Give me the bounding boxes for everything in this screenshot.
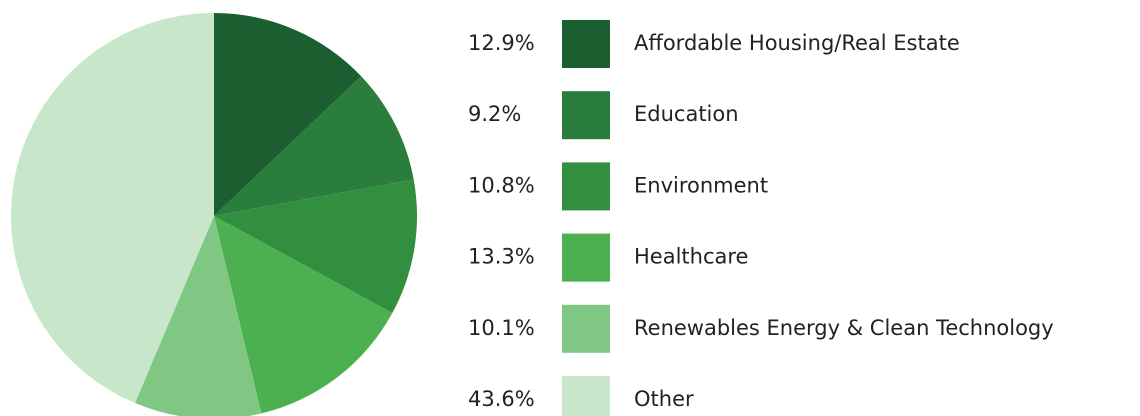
pie-slice [135, 216, 262, 416]
pie-slice [11, 13, 214, 404]
legend-swatch [562, 91, 610, 140]
pie-slice [214, 76, 414, 216]
legend-swatch [562, 233, 610, 282]
legend-label: Renewables Energy & Clean Technology [634, 316, 1054, 340]
legend-label: Other [634, 387, 694, 411]
pie-slice [214, 179, 417, 314]
legend-swatch [562, 20, 610, 68]
pie-slice [214, 216, 393, 414]
legend-label: Education [634, 102, 739, 126]
legend-swatch [562, 304, 610, 353]
legend-swatch [562, 162, 610, 211]
legend-value: 10.8% [468, 173, 535, 197]
legend-value: 13.3% [468, 245, 535, 269]
legend-value: 9.2% [468, 102, 521, 126]
legend-value: 12.9% [468, 31, 535, 55]
pie-slice [214, 13, 362, 216]
legend-value: 43.6% [468, 387, 535, 411]
legend-swatch [562, 376, 610, 416]
legend-value: 10.1% [468, 316, 535, 340]
legend-label: Affordable Housing/Real Estate [634, 31, 960, 55]
legend-label: Environment [634, 173, 768, 197]
legend-label: Healthcare [634, 245, 748, 269]
